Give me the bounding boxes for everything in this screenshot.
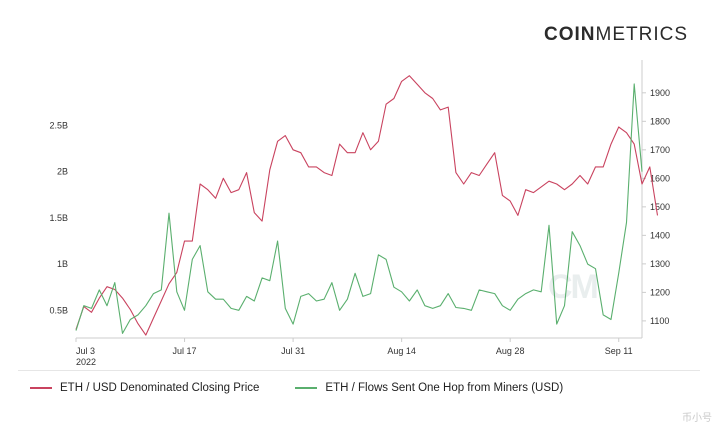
right-tick-label: 1400: [650, 230, 670, 240]
legend-label-price: ETH / USD Denominated Closing Price: [60, 382, 260, 394]
right-tick-label: 1100: [650, 316, 669, 326]
right-tick-label: 1800: [650, 116, 670, 126]
legend-swatch-flows: [295, 387, 318, 389]
right-tick-label: 1200: [650, 287, 670, 297]
right-tick-label: 1900: [650, 88, 670, 98]
legend: ETH / USD Denominated Closing Price ETH …: [30, 382, 563, 394]
x-tick-label: Aug 28: [496, 346, 525, 356]
legend-item-flows[interactable]: ETH / Flows Sent One Hop from Miners (US…: [295, 382, 563, 394]
right-tick-label: 1300: [650, 259, 670, 269]
left-tick-label: 2.5B: [49, 120, 68, 130]
watermark: CM: [548, 268, 599, 306]
x-tick-label: Sep 11: [605, 346, 633, 356]
right-tick-label: 1700: [650, 145, 670, 155]
series-line-price: [75, 75, 659, 336]
brand-logo-light: METRICS: [595, 24, 688, 45]
legend-item-price[interactable]: ETH / USD Denominated Closing Price: [30, 382, 259, 394]
left-tick-label: 1.5B: [49, 213, 68, 223]
right-tick-label: 1600: [650, 173, 670, 183]
legend-label-flows: ETH / Flows Sent One Hop from Miners (US…: [325, 382, 564, 394]
left-tick-label: 0.5B: [49, 305, 68, 315]
corner-watermark: 币小号: [682, 413, 712, 424]
left-tick-label: 1B: [57, 259, 68, 269]
brand-logo: COINMETRICS: [544, 24, 688, 46]
series-line-flows: [75, 83, 643, 334]
right-tick-label: 1500: [650, 202, 670, 212]
x-tick-label: Jul 31: [281, 346, 305, 356]
x-tick-label: Jul 3: [76, 346, 95, 356]
x-tick-label: Aug 14: [387, 346, 416, 356]
brand-logo-bold: COIN: [544, 24, 596, 45]
left-tick-label: 2B: [57, 167, 68, 177]
divider: [18, 370, 700, 371]
legend-swatch-price: [30, 387, 52, 389]
x-tick-label: Jul 17: [173, 346, 197, 356]
x-tick-sublabel: 2022: [76, 357, 96, 367]
